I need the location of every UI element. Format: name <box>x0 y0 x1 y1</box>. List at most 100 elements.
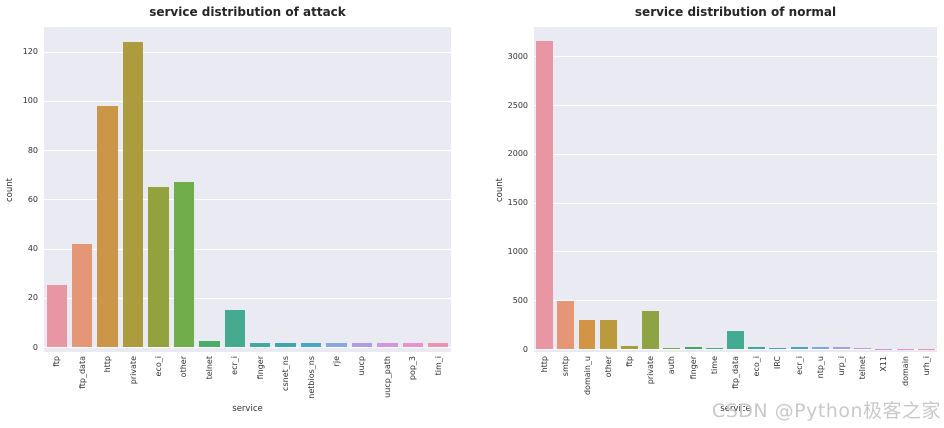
x-tick-label: csnet_ns <box>281 356 291 391</box>
y-axis-label-normal: count <box>495 177 505 202</box>
bar-pop_3 <box>402 343 423 347</box>
bar-private <box>122 41 144 347</box>
bar-finger <box>250 343 271 347</box>
x-tick-label: urp_i <box>837 356 847 376</box>
bar-ftp <box>620 345 638 349</box>
gridline <box>44 150 451 152</box>
y-tick-label: 120 <box>22 47 38 57</box>
x-tick-label: other <box>179 356 189 378</box>
x-tick-label: http <box>540 356 550 373</box>
chart-title-attack: service distribution of attack <box>149 5 346 19</box>
x-tick-label: ftp <box>624 356 634 367</box>
x-tick-label: rje <box>332 356 342 367</box>
x-tick-label: uucp <box>357 356 367 376</box>
bar-ftp <box>46 285 67 347</box>
bar-http <box>536 40 554 349</box>
x-tick-label: smtp <box>561 356 571 377</box>
x-tick-label: ecr_i <box>230 356 240 375</box>
bar-ecr_i <box>224 310 245 347</box>
bar-auth <box>663 347 681 349</box>
x-tick-label: domain <box>900 356 910 386</box>
bar-IRC <box>769 348 787 349</box>
x-tick-label: auth <box>667 356 677 375</box>
csdn-watermark: CSDN @Python极客之家 <box>711 400 941 422</box>
bar-ftp_data <box>727 330 744 349</box>
bar-smtp <box>557 301 575 349</box>
bar-domain_u <box>578 320 596 349</box>
bar-other <box>173 182 195 347</box>
gridline <box>44 51 451 53</box>
x-tick-label: uucp_path <box>382 356 392 398</box>
y-tick-label: 100 <box>22 96 38 106</box>
bar-ntp_u <box>811 346 829 349</box>
x-tick-label: private <box>646 356 656 385</box>
x-tick-label: other <box>603 356 613 378</box>
bar-urp_i <box>833 346 851 349</box>
y-tick-label: 2000 <box>507 149 528 159</box>
x-tick-label: ftp_data <box>731 356 740 389</box>
bar-ftp_data <box>71 243 93 347</box>
y-tick-label: 60 <box>27 194 38 204</box>
x-tick-label: finger <box>688 356 698 380</box>
bar-eco_i <box>748 347 766 349</box>
bar-rje <box>326 343 347 347</box>
gridline <box>534 251 937 253</box>
gridline <box>534 56 937 58</box>
gridline <box>534 202 937 204</box>
x-tick-label: http <box>103 356 113 373</box>
bar-telnet <box>199 340 220 347</box>
x-tick-label: ftp_data <box>77 356 87 389</box>
x-tick-label: netbios_ns <box>306 356 316 399</box>
bar-finger <box>684 346 702 349</box>
x-tick-label: tim_i <box>433 356 443 376</box>
bar-netbios_ns <box>300 343 322 347</box>
x-tick-label: telnet <box>858 356 868 380</box>
y-tick-label: 0 <box>32 342 38 352</box>
bar-uucp <box>351 343 373 347</box>
x-tick-label: finger <box>255 356 265 380</box>
x-tick-label: ntp_u <box>815 356 825 379</box>
x-tick-label: IRC <box>773 356 783 370</box>
x-tick-label: time <box>709 356 719 375</box>
x-tick-label: eco_i <box>153 356 163 377</box>
y-tick-label: 20 <box>27 293 38 303</box>
x-tick-label: pop_3 <box>408 356 418 381</box>
gridline <box>534 105 937 107</box>
gridline <box>44 297 451 299</box>
y-tick-label: 1500 <box>507 198 528 208</box>
bar-http <box>97 105 118 347</box>
bar-eco_i <box>148 187 169 347</box>
x-tick-label: urh_i <box>921 356 931 376</box>
bar-tim_i <box>428 343 449 347</box>
gridline <box>44 100 451 102</box>
bar-time <box>705 348 723 349</box>
x-tick-label: private <box>128 356 138 385</box>
chart-title-normal: service distribution of normal <box>634 5 837 19</box>
bar-csnet_ns <box>275 343 296 347</box>
y-tick-label: 2500 <box>507 100 528 110</box>
y-tick-label: 1000 <box>507 246 528 256</box>
bar-private <box>642 310 660 349</box>
plot-area-attack <box>44 27 451 352</box>
gridline <box>44 199 451 201</box>
bar-other <box>599 320 617 349</box>
x-tick-label: domain_u <box>582 356 592 396</box>
gridline <box>534 300 937 302</box>
bar-ecr_i <box>790 346 808 349</box>
x-axis-label-attack: service <box>232 404 263 414</box>
y-tick-label: 3000 <box>507 51 528 61</box>
gridline <box>534 153 937 155</box>
x-tick-label: ecr_i <box>794 356 804 375</box>
gridline <box>44 248 451 250</box>
x-tick-label: X11 <box>879 356 889 372</box>
x-tick-label: telnet <box>204 356 214 380</box>
gridline <box>44 347 451 348</box>
y-tick-label: 0 <box>522 344 528 354</box>
bar-telnet <box>854 347 872 349</box>
y-tick-label: 80 <box>27 145 38 155</box>
x-tick-label: eco_i <box>752 356 762 377</box>
plot-area-normal <box>534 27 937 352</box>
